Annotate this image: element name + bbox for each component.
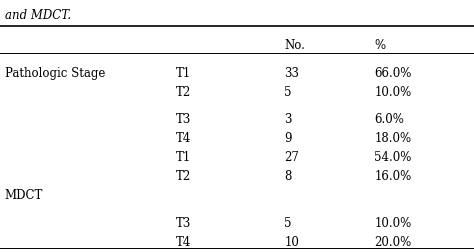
Text: T4: T4	[175, 236, 191, 249]
Text: 18.0%: 18.0%	[374, 132, 411, 145]
Text: No.: No.	[284, 39, 305, 52]
Text: 10.0%: 10.0%	[374, 86, 412, 99]
Text: 6.0%: 6.0%	[374, 113, 404, 127]
Text: 27: 27	[284, 151, 299, 164]
Text: 5: 5	[284, 86, 292, 99]
Text: 10.0%: 10.0%	[374, 217, 412, 230]
Text: 33: 33	[284, 67, 300, 80]
Text: 9: 9	[284, 132, 292, 145]
Text: T2: T2	[175, 86, 191, 99]
Text: T4: T4	[175, 132, 191, 145]
Text: T3: T3	[175, 217, 191, 230]
Text: 54.0%: 54.0%	[374, 151, 412, 164]
Text: MDCT: MDCT	[5, 189, 43, 202]
Text: T1: T1	[175, 67, 191, 80]
Text: 20.0%: 20.0%	[374, 236, 412, 249]
Text: T2: T2	[175, 170, 191, 183]
Text: T1: T1	[175, 151, 191, 164]
Text: Pathologic Stage: Pathologic Stage	[5, 67, 105, 80]
Text: 16.0%: 16.0%	[374, 170, 412, 183]
Text: and MDCT.: and MDCT.	[5, 9, 71, 22]
Text: T3: T3	[175, 113, 191, 127]
Text: %: %	[374, 39, 385, 52]
Text: 8: 8	[284, 170, 292, 183]
Text: 5: 5	[284, 217, 292, 230]
Text: 3: 3	[284, 113, 292, 127]
Text: 66.0%: 66.0%	[374, 67, 412, 80]
Text: 10: 10	[284, 236, 299, 249]
